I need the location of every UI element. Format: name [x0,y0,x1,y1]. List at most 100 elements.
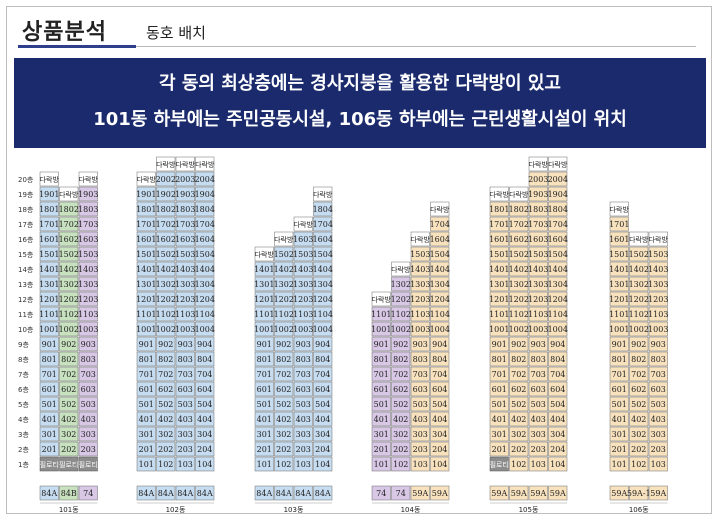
unit-cell [274,336,294,352]
floor-label: 18층 [18,205,34,214]
floor-label: 17층 [18,220,34,229]
unit-number: 401 [139,415,154,424]
unit-type-box [195,485,215,501]
unit-cell [195,321,215,337]
unit-cell [78,276,98,292]
unit-cell [156,351,176,367]
unit-number: 1601 [609,235,629,244]
unit-cell [548,441,568,457]
unit-number: 701 [139,370,154,379]
unit-number: 903 [81,340,96,349]
unit-cell [509,456,529,472]
unit-cell [136,216,156,232]
unit-number: 1103 [175,310,195,319]
attic-cell [528,156,548,172]
unit-number: 302 [61,430,76,439]
unit-number: 101 [257,460,272,469]
unit-cell [629,396,649,412]
unit-cell [195,411,215,427]
unit-cell [648,396,668,412]
unit-cell [175,336,195,352]
unit-cell [254,456,274,472]
unit-number: 1304 [548,280,568,289]
unit-cell [274,381,294,397]
unit-number: 1702 [156,220,176,229]
unit-cell [629,411,649,427]
unit-number: 1003 [293,325,313,334]
unit-number: 501 [257,400,272,409]
unit-number: 701 [492,370,507,379]
building-label: 105동 [519,506,539,514]
unit-number: 301 [612,430,627,439]
unit-number: 1804 [195,205,215,214]
unit-number: 1003 [648,325,668,334]
unit-number: 803 [531,355,546,364]
unit-cell [648,351,668,367]
unit-number: 704 [432,370,447,379]
unit-number: 1001 [136,325,156,334]
unit-cell [391,276,411,292]
unit-number: 1102 [59,310,79,319]
unit-cell [293,231,313,247]
unit-number: 301 [374,430,389,439]
unit-cell [78,246,98,262]
unit-cell [78,336,98,352]
unit-cell [371,381,391,397]
unit-number: 804 [432,355,447,364]
unit-number: 1603 [528,235,548,244]
unit-cell [293,426,313,442]
unit-cell [39,291,59,307]
unit-number: 301 [139,430,154,439]
unit-number: 503 [296,400,311,409]
unit-type-box [78,485,98,501]
unit-number: 904 [432,340,447,349]
unit-number: 1901 [136,190,156,199]
unit-number: 1103 [528,310,548,319]
unit-number: 1301 [489,280,509,289]
unit-type-label: 84A [276,489,292,498]
unit-cell [629,306,649,322]
unit-type-label: 74 [396,489,406,498]
unit-type-label: 59A [432,489,448,498]
unit-number: 1501 [609,250,629,259]
unit-number: 1001 [609,325,629,334]
unit-number: 702 [276,370,291,379]
unit-cell [313,396,333,412]
unit-type-label: 84A [158,489,174,498]
unit-number: 1703 [528,220,548,229]
unit-number: 302 [393,430,408,439]
unit-number: 1002 [391,325,411,334]
unit-number: 103 [651,460,666,469]
unit-number: 702 [158,370,173,379]
unit-number: 303 [296,430,311,439]
unit-cell [274,426,294,442]
unit-type-box [254,485,274,501]
unit-cell [313,216,333,232]
unit-cell [175,201,195,217]
unit-number: 1703 [175,220,195,229]
unit-cell [391,336,411,352]
unit-cell [39,336,59,352]
unit-number: 1403 [78,265,98,274]
unit-cell [489,231,509,247]
unit-number: 1302 [391,280,411,289]
unit-number: 704 [315,370,330,379]
unit-number: 902 [393,340,408,349]
unit-number: 1101 [254,310,274,319]
unit-type-box [274,485,294,501]
piloti-label: 필로티 [490,460,509,469]
unit-number: 1503 [78,250,98,259]
unit-number: 201 [374,445,389,454]
unit-number: 102 [158,460,173,469]
unit-cell [313,261,333,277]
unit-cell [156,381,176,397]
unit-cell [78,396,98,412]
unit-number: 2004 [548,175,568,184]
unit-number: 302 [631,430,646,439]
unit-cell [509,351,529,367]
floor-label: 6층 [18,385,29,394]
unit-number: 901 [257,340,272,349]
unit-cell [489,411,509,427]
unit-cell [430,411,450,427]
unit-number: 2002 [156,175,176,184]
